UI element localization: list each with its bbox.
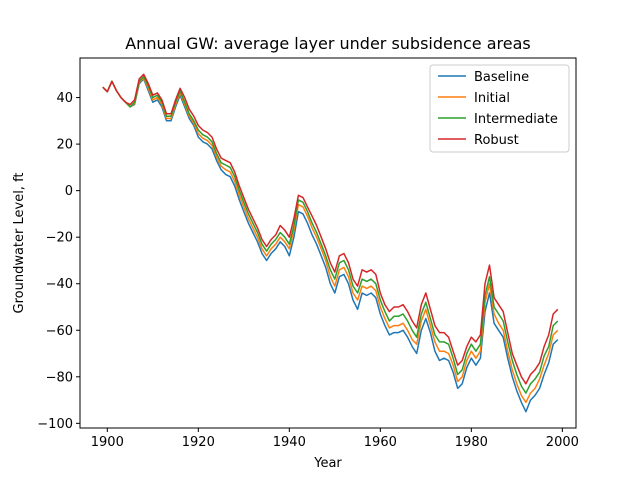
y-tick-label: 0 (65, 184, 73, 199)
series-lines (102, 73, 559, 413)
legend-label: Intermediate (474, 112, 558, 127)
x-tick-label: 1920 (182, 435, 215, 450)
x-tick-label: 2000 (546, 435, 579, 450)
y-tick-label: −20 (46, 231, 73, 246)
chart-title: Annual GW: average layer under subsidenc… (125, 34, 531, 53)
plot-frame (79, 57, 577, 429)
legend-label: Baseline (474, 70, 529, 85)
y-tick-label: 20 (56, 138, 73, 153)
series-line-intermediate (102, 75, 559, 394)
legend: Baseline Initial Intermediate Robust (429, 64, 570, 153)
y-tick-label: −80 (46, 370, 73, 385)
legend-box (429, 64, 570, 153)
y-axis-label: Groundwater Level, ft (12, 172, 27, 313)
y-tick-label: −60 (46, 324, 73, 339)
legend-label: Robust (474, 133, 519, 148)
y-tick-label: −100 (37, 417, 73, 432)
y-tick-label: 40 (56, 91, 73, 106)
x-tick-label: 1900 (91, 435, 124, 450)
x-tick-label: 1980 (455, 435, 488, 450)
y-tick-label: −40 (46, 277, 73, 292)
series-line-robust (102, 73, 559, 385)
legend-label: Initial (474, 91, 510, 106)
x-tick-label: 1940 (273, 435, 306, 450)
x-tick-label: 1960 (364, 435, 397, 450)
axis-ticks: 1900 1920 1940 1960 1980 2000 −100 −80 −60 −40 −20… (37, 91, 579, 450)
x-axis-label: Year (313, 456, 342, 471)
